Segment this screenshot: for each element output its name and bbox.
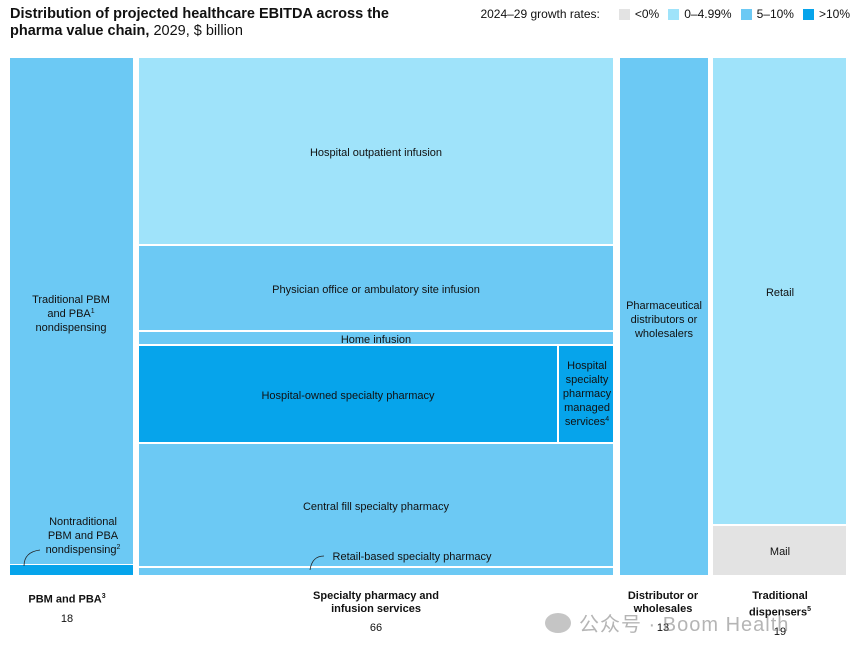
tile-hospital-managed-services-label: Hospital specialty pharmacy managed services… [563, 360, 612, 428]
legend-title: 2024–29 growth rates: [480, 7, 600, 21]
chart-title-rest: 2029, $ billion [149, 23, 243, 39]
tile-retail-label: Retail [766, 287, 794, 299]
group-name: PBM and PBA [28, 593, 102, 606]
group-footer-distributor: Distributor or wholesales 13 [618, 590, 708, 635]
tile-hospital-managed-services [559, 346, 613, 442]
group-name: Distributor or wholesales [627, 590, 699, 615]
watermark-text: 公众号 · Boom Health [579, 614, 790, 636]
tile-nontraditional-pbm [10, 565, 133, 575]
tile-traditional-pbm [10, 58, 133, 564]
tile-central-fill-specialty-label: Central fill specialty pharmacy [303, 501, 450, 513]
group-footnote: 3 [101, 593, 106, 600]
tile-nontraditional-pbm-label: Nontraditional PBM and PBA nondispensing2 [46, 516, 121, 556]
legend-swatch [740, 8, 752, 20]
group-name: Specialty pharmacy and infusion services [313, 590, 439, 615]
legend-item: <0% [618, 7, 660, 21]
group-value: 19 [773, 625, 787, 638]
legend-swatch [802, 8, 814, 20]
legend-item: >10% [802, 7, 850, 21]
tile-retail-based-specialty [139, 568, 613, 575]
tile-hospital-outpatient-infusion-label: Hospital outpatient infusion [310, 147, 442, 159]
tile-hospital-owned-specialty [139, 346, 557, 442]
group-value: 18 [60, 612, 74, 625]
watermark: 公众号 · Boom Health [545, 608, 789, 637]
group-footnote: 5 [807, 606, 811, 613]
wechat-icon [545, 612, 571, 633]
tile-pharma-distributors-label: Pharmaceutical distributors or wholesalers [626, 300, 702, 340]
legend-label: 0–4.99% [684, 7, 732, 21]
tile-home-infusion-label: Home infusion [341, 334, 411, 346]
group-footer-pbm: PBM and PBA3 18 [8, 590, 126, 626]
legend: 2024–29 growth rates: <0% 0–4.99% 5–10% … [480, 7, 850, 21]
group-footer-dispensers: Traditional dispensers5 19 [732, 590, 828, 639]
legend-swatch [668, 8, 680, 20]
legend-label: 5–10% [756, 7, 794, 21]
tile-mail [713, 526, 846, 575]
tile-mail-label: Mail [770, 546, 790, 558]
tile-retail-based-specialty-label: Retail-based specialty pharmacy [333, 551, 492, 563]
legend-label: <0% [634, 7, 660, 21]
tile-pharma-distributors [620, 58, 708, 575]
chart-title: Distribution of projected healthcare EBI… [10, 6, 410, 40]
tile-central-fill-specialty [139, 444, 613, 566]
legend-label: >10% [818, 7, 850, 21]
group-value: 66 [369, 622, 383, 634]
legend-item: 0–4.99% [668, 7, 732, 21]
tile-hospital-owned-specialty-label: Hospital-owned specialty pharmacy [261, 390, 435, 402]
group-footer-specialty: Specialty pharmacy and infusion services… [306, 590, 446, 635]
tile-retail-based-specialty-leader [309, 555, 325, 571]
tile-retail [713, 58, 846, 524]
tile-nontraditional-pbm-leader [23, 549, 41, 567]
tile-physician-office-infusion [139, 246, 613, 330]
legend-item: 5–10% [740, 7, 794, 21]
group-value: 13 [656, 622, 670, 634]
chart-title-bold: Distribution of projected healthcare EBI… [10, 6, 389, 39]
tile-traditional-pbm-label: Traditional PBM and PBA1 nondispensing [32, 294, 110, 334]
group-name: Traditional dispensers [749, 590, 808, 619]
tile-home-infusion [139, 332, 613, 344]
tile-physician-office-infusion-label: Physician office or ambulatory site infu… [272, 284, 480, 296]
legend-swatch [618, 8, 630, 20]
tile-hospital-outpatient-infusion [139, 58, 613, 244]
